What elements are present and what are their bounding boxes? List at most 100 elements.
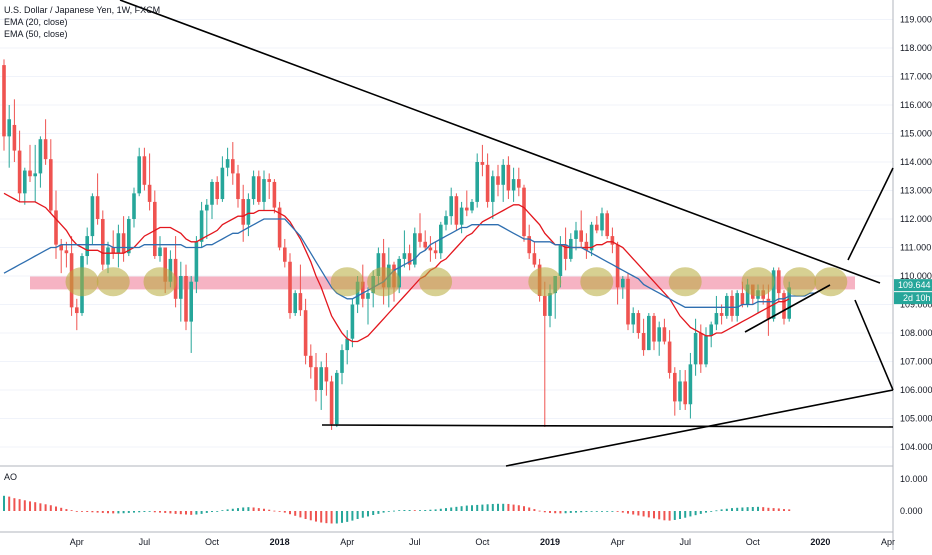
ao-bar bbox=[75, 511, 78, 512]
candle-up bbox=[459, 207, 464, 225]
ao-bar bbox=[725, 508, 728, 511]
ao-bar bbox=[361, 511, 364, 518]
ao-bar bbox=[715, 510, 718, 512]
ao-bar bbox=[434, 509, 437, 511]
ema50-line bbox=[3, 218, 816, 308]
candle-down bbox=[683, 381, 687, 405]
candle-down bbox=[777, 270, 781, 294]
ao-bar bbox=[211, 511, 213, 512]
ao-bar bbox=[387, 511, 390, 512]
candle-down bbox=[579, 230, 583, 242]
touch-ellipse bbox=[741, 267, 775, 297]
ao-bar bbox=[393, 510, 395, 512]
candle-down bbox=[277, 207, 282, 248]
candle-up bbox=[704, 335, 708, 365]
current-price-text: 109.644 bbox=[898, 280, 931, 290]
candle-up bbox=[600, 213, 604, 231]
candle-up bbox=[262, 179, 266, 202]
candle-up bbox=[709, 324, 713, 336]
candle-up bbox=[345, 338, 349, 351]
price-tick-label: 105.000 bbox=[900, 414, 932, 424]
ao-bar bbox=[320, 511, 323, 523]
ao-bar bbox=[533, 509, 536, 511]
ao-bar bbox=[559, 511, 562, 514]
candle-up bbox=[647, 315, 651, 351]
countdown-text: 2d 10h bbox=[903, 293, 931, 303]
ao-bar bbox=[528, 507, 531, 511]
countdown-badge bbox=[894, 292, 932, 305]
time-tick-label: Oct bbox=[205, 537, 220, 547]
candle-up bbox=[189, 281, 193, 322]
candle-up bbox=[714, 313, 719, 325]
candle-down bbox=[54, 210, 58, 245]
ao-bar bbox=[174, 511, 177, 514]
ao-bar bbox=[606, 511, 609, 512]
candle-up bbox=[85, 236, 89, 257]
candle-up bbox=[470, 201, 474, 211]
ao-bar bbox=[3, 495, 5, 511]
ao-bar bbox=[476, 504, 479, 511]
time-tick-label: 2018 bbox=[270, 537, 290, 547]
candle-down bbox=[111, 247, 115, 254]
ao-bar bbox=[237, 508, 239, 511]
touch-ellipse bbox=[419, 267, 453, 297]
candle-up bbox=[116, 233, 121, 254]
candle-down bbox=[605, 213, 609, 237]
ao-bar bbox=[403, 510, 406, 511]
ao-bar bbox=[564, 511, 567, 514]
candle-up bbox=[355, 281, 360, 305]
ao-bar bbox=[408, 510, 411, 511]
price-tick-label: 111.000 bbox=[900, 243, 931, 253]
ao-bar bbox=[554, 511, 557, 514]
ao-bar bbox=[205, 511, 208, 513]
ao-bar bbox=[783, 509, 785, 511]
ao-bar bbox=[86, 511, 89, 512]
candle-up bbox=[210, 181, 214, 205]
ao-bar bbox=[70, 510, 73, 511]
candle-up bbox=[251, 176, 256, 200]
candle-down bbox=[423, 241, 427, 248]
ema20-legend: EMA (20, close) bbox=[4, 17, 68, 27]
candle-up bbox=[33, 173, 37, 177]
ao-bar bbox=[91, 511, 94, 513]
ao-bar bbox=[257, 508, 260, 511]
ao-bar bbox=[18, 499, 21, 511]
candle-down bbox=[121, 233, 126, 254]
ao-bar bbox=[325, 511, 328, 524]
ao-bar bbox=[195, 511, 198, 515]
candle-up bbox=[376, 253, 381, 276]
ao-bar bbox=[689, 511, 692, 517]
trend-line bbox=[119, 0, 881, 284]
candle-up bbox=[168, 258, 173, 282]
candle-up bbox=[319, 367, 323, 390]
price-tick-label: 107.000 bbox=[900, 357, 932, 367]
ao-bar bbox=[49, 505, 52, 511]
candle-up bbox=[205, 204, 209, 211]
touch-ellipse bbox=[367, 267, 401, 297]
candle-up bbox=[621, 278, 625, 288]
candle-up bbox=[657, 327, 661, 342]
ao-bar bbox=[398, 510, 401, 511]
candle-down bbox=[147, 184, 152, 202]
ao-bar bbox=[117, 511, 120, 514]
ao-bar bbox=[450, 507, 453, 511]
price-tick-label: 113.000 bbox=[900, 186, 932, 196]
ao-bar bbox=[777, 508, 780, 511]
ao-bar bbox=[309, 511, 312, 521]
ao-bar bbox=[710, 511, 713, 512]
candle-down bbox=[506, 164, 511, 191]
candle-up bbox=[631, 313, 635, 325]
candle-down bbox=[626, 278, 630, 325]
ao-bar bbox=[221, 510, 224, 511]
ao-bar bbox=[159, 511, 161, 513]
touch-ellipse bbox=[580, 267, 614, 297]
candle-up bbox=[199, 210, 204, 242]
ao-bar bbox=[627, 511, 629, 514]
candle-down bbox=[267, 179, 271, 182]
ao-bar bbox=[133, 511, 135, 513]
ao-bar bbox=[632, 511, 635, 515]
ao-bar bbox=[179, 511, 182, 515]
candle-down bbox=[43, 139, 48, 160]
